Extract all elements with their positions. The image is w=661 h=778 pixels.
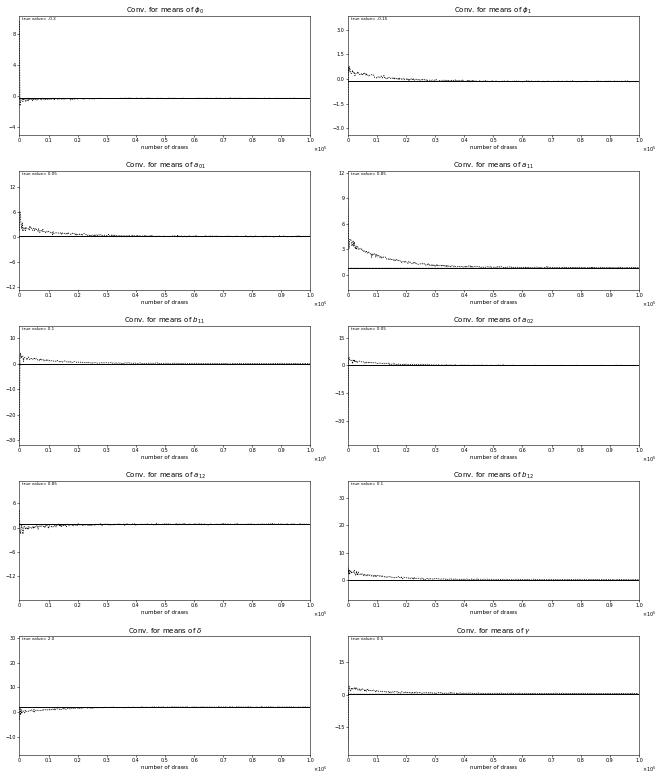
Title: Conv. for means of $b_{11}$: Conv. for means of $b_{11}$ [124,316,206,326]
Title: Conv. for means of $b_{12}$: Conv. for means of $b_{12}$ [453,471,534,481]
X-axis label: number of draws: number of draws [141,454,188,460]
X-axis label: number of draws: number of draws [470,300,517,305]
Text: true value= 0.5: true value= 0.5 [351,637,383,641]
Title: Conv. for means of $\phi_1$: Conv. for means of $\phi_1$ [454,5,532,16]
X-axis label: number of draws: number of draws [470,145,517,149]
Text: $\times 10^5$: $\times 10^5$ [642,144,656,153]
X-axis label: number of draws: number of draws [141,765,188,769]
X-axis label: number of draws: number of draws [141,300,188,305]
Text: true value= 0.05: true value= 0.05 [22,172,58,176]
Text: true value= 2.0: true value= 2.0 [22,637,55,641]
Text: $\times 10^5$: $\times 10^5$ [642,765,656,773]
Title: Conv. for means of $a_{01}$: Conv. for means of $a_{01}$ [124,160,206,171]
Title: Conv. for means of $a_{11}$: Conv. for means of $a_{11}$ [453,160,534,171]
Text: $\times 10^5$: $\times 10^5$ [313,765,328,773]
Text: $\times 10^5$: $\times 10^5$ [642,300,656,309]
Text: $\times 10^5$: $\times 10^5$ [642,609,656,619]
Text: true value= 0.05: true value= 0.05 [351,327,385,331]
Text: true value= 0.85: true value= 0.85 [351,172,385,176]
X-axis label: number of draws: number of draws [470,454,517,460]
Title: Conv. for means of $a_{12}$: Conv. for means of $a_{12}$ [124,471,206,481]
Text: $\times 10^5$: $\times 10^5$ [313,454,328,464]
Text: true value= 0.1: true value= 0.1 [351,482,383,486]
Title: Conv. for means of $\gamma$: Conv. for means of $\gamma$ [456,626,531,636]
Text: $\times 10^5$: $\times 10^5$ [313,300,328,309]
Text: true value= -0.3: true value= -0.3 [22,17,56,21]
X-axis label: number of draws: number of draws [141,610,188,615]
X-axis label: number of draws: number of draws [470,610,517,615]
Title: Conv. for means of $\phi_0$: Conv. for means of $\phi_0$ [126,5,204,16]
Text: true value= 0.85: true value= 0.85 [22,482,58,486]
Text: $\times 10^5$: $\times 10^5$ [642,454,656,464]
Title: Conv. for means of $a_{02}$: Conv. for means of $a_{02}$ [453,316,534,326]
Text: $\times 10^5$: $\times 10^5$ [313,609,328,619]
Text: true value= -0.15: true value= -0.15 [351,17,387,21]
X-axis label: number of draws: number of draws [141,145,188,149]
Text: $\times 10^5$: $\times 10^5$ [313,144,328,153]
Text: true value= 0.1: true value= 0.1 [22,327,54,331]
X-axis label: number of draws: number of draws [470,765,517,769]
Title: Conv. for means of $\delta$: Conv. for means of $\delta$ [128,626,202,635]
